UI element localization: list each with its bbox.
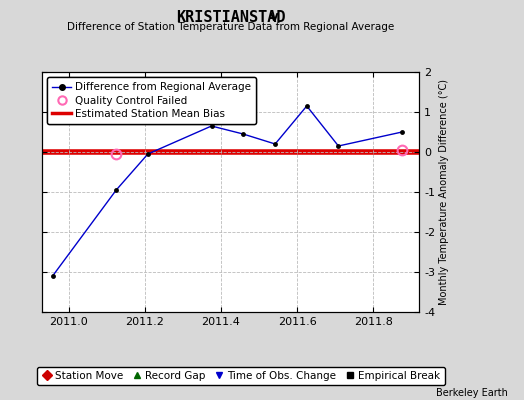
- Text: Berkeley Earth: Berkeley Earth: [436, 388, 508, 398]
- Text: Difference of Station Temperature Data from Regional Average: Difference of Station Temperature Data f…: [67, 22, 394, 32]
- Legend: Difference from Regional Average, Quality Control Failed, Estimated Station Mean: Difference from Regional Average, Qualit…: [47, 77, 256, 124]
- Text: KRISTIANSTAD: KRISTIANSTAD: [176, 10, 285, 25]
- Text: V: V: [270, 13, 279, 23]
- Y-axis label: Monthly Temperature Anomaly Difference (°C): Monthly Temperature Anomaly Difference (…: [439, 79, 450, 305]
- Legend: Station Move, Record Gap, Time of Obs. Change, Empirical Break: Station Move, Record Gap, Time of Obs. C…: [37, 367, 445, 385]
